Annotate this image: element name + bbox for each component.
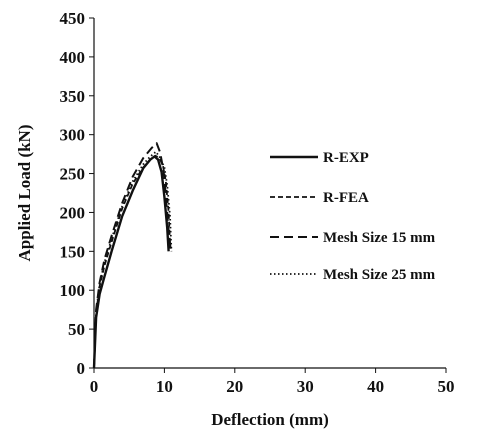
y-tick-label: 200 xyxy=(60,203,86,222)
x-tick-label: 50 xyxy=(438,377,455,396)
legend-label-1: R-EXP xyxy=(323,150,369,166)
series-line-4 xyxy=(93,150,173,369)
x-axis-title: Deflection (mm) xyxy=(211,410,329,429)
legend: R-EXP R-FEA Mesh Size 15 mm Mesh Size 25 mm xyxy=(270,150,436,283)
y-tick-label: 50 xyxy=(68,320,85,339)
y-tick-label: 300 xyxy=(60,126,86,145)
x-tick-label: 20 xyxy=(226,377,243,396)
y-axis-title: Applied Load (kN) xyxy=(15,125,34,262)
y-tick-label: 400 xyxy=(60,48,86,67)
legend-label-4: Mesh Size 25 mm xyxy=(323,267,436,283)
series-line-3 xyxy=(93,142,172,369)
y-tick-label: 250 xyxy=(60,165,86,184)
x-tick-label: 30 xyxy=(297,377,314,396)
y-tick-label: 0 xyxy=(77,359,86,378)
axes: 0 50 100 150 200 250 300 350 400 450 0 10 20 30 40 50 De… xyxy=(15,9,455,429)
legend-label-2: R-FEA xyxy=(323,190,369,206)
plot-series xyxy=(92,142,173,369)
y-tick-label: 100 xyxy=(60,281,86,300)
y-tick-label: 350 xyxy=(60,87,86,106)
x-tick-label: 40 xyxy=(367,377,384,396)
x-tick-label: 10 xyxy=(156,377,173,396)
series-line-2 xyxy=(93,154,171,369)
legend-label-3: Mesh Size 15 mm xyxy=(323,230,436,246)
x-tick-label: 0 xyxy=(90,377,99,396)
y-tick-label: 450 xyxy=(60,9,86,28)
y-tick-label: 150 xyxy=(60,242,86,261)
